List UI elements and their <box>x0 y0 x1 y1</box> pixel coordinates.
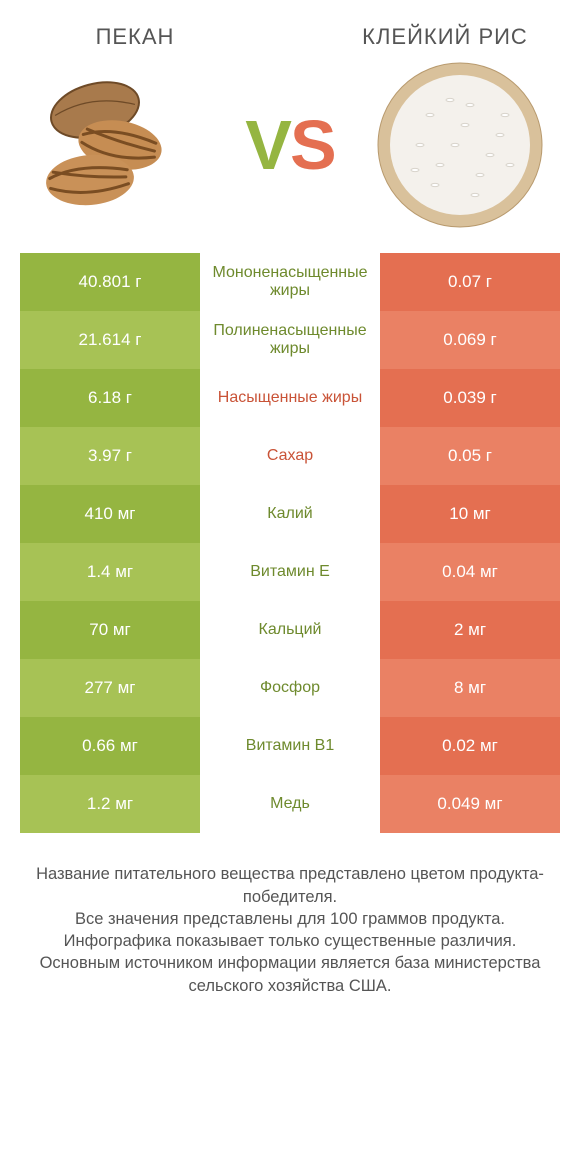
rice-icon <box>370 55 550 235</box>
right-value: 0.039 г <box>380 369 560 427</box>
footer-line: Все значения представлены для 100 граммо… <box>20 908 560 930</box>
right-value: 0.04 мг <box>380 543 560 601</box>
footer-line: Инфографика показывает только существенн… <box>20 930 560 952</box>
footer-line: Название питательного вещества представл… <box>20 863 560 908</box>
table-row: 1.2 мгМедь0.049 мг <box>20 775 560 833</box>
left-value: 0.66 мг <box>20 717 200 775</box>
table-row: 3.97 гСахар0.05 г <box>20 427 560 485</box>
table-row: 6.18 гНасыщенные жиры0.039 г <box>20 369 560 427</box>
table-row: 70 мгКальций2 мг <box>20 601 560 659</box>
right-value: 0.069 г <box>380 311 560 369</box>
left-product-title: ПЕКАН <box>30 24 240 49</box>
footer-line: Основным источником информации является … <box>20 952 560 997</box>
table-row: 277 мгФосфор8 мг <box>20 659 560 717</box>
left-value: 410 мг <box>20 485 200 543</box>
right-value: 2 мг <box>380 601 560 659</box>
nutrient-label: Полиненасыщенные жиры <box>200 311 380 369</box>
left-value: 1.4 мг <box>20 543 200 601</box>
table-row: 1.4 мгВитамин E0.04 мг <box>20 543 560 601</box>
left-value: 70 мг <box>20 601 200 659</box>
nutrient-label: Фосфор <box>200 659 380 717</box>
pecan-image <box>30 55 210 235</box>
nutrient-label: Калий <box>200 485 380 543</box>
nutrient-label: Насыщенные жиры <box>200 369 380 427</box>
nutrient-label: Витамин B1 <box>200 717 380 775</box>
table-row: 410 мгКалий10 мг <box>20 485 560 543</box>
nutrient-label: Сахар <box>200 427 380 485</box>
vs-s: S <box>290 106 335 184</box>
nutrient-label: Витамин E <box>200 543 380 601</box>
nutrient-label: Мононенасыщенные жиры <box>200 253 380 311</box>
table-row: 21.614 гПолиненасыщенные жиры0.069 г <box>20 311 560 369</box>
right-value: 0.049 мг <box>380 775 560 833</box>
table-row: 0.66 мгВитамин B10.02 мг <box>20 717 560 775</box>
header: ПЕКАН КЛЕЙКИЙ РИС <box>0 0 580 55</box>
left-value: 277 мг <box>20 659 200 717</box>
right-value: 0.07 г <box>380 253 560 311</box>
left-value: 40.801 г <box>20 253 200 311</box>
left-value: 1.2 мг <box>20 775 200 833</box>
right-product-title: КЛЕЙКИЙ РИС <box>340 24 550 49</box>
right-value: 0.02 мг <box>380 717 560 775</box>
vs-v: V <box>245 106 290 184</box>
images-row: VS <box>0 55 580 253</box>
right-value: 0.05 г <box>380 427 560 485</box>
table-row: 40.801 гМононенасыщенные жиры0.07 г <box>20 253 560 311</box>
right-value: 10 мг <box>380 485 560 543</box>
left-value: 6.18 г <box>20 369 200 427</box>
pecan-icon <box>35 75 205 215</box>
vs-label: VS <box>245 110 334 180</box>
left-value: 21.614 г <box>20 311 200 369</box>
rice-image <box>370 55 550 235</box>
comparison-table: 40.801 гМононенасыщенные жиры0.07 г21.61… <box>20 253 560 833</box>
footer-notes: Название питательного вещества представл… <box>20 863 560 997</box>
left-value: 3.97 г <box>20 427 200 485</box>
nutrient-label: Медь <box>200 775 380 833</box>
right-value: 8 мг <box>380 659 560 717</box>
nutrient-label: Кальций <box>200 601 380 659</box>
